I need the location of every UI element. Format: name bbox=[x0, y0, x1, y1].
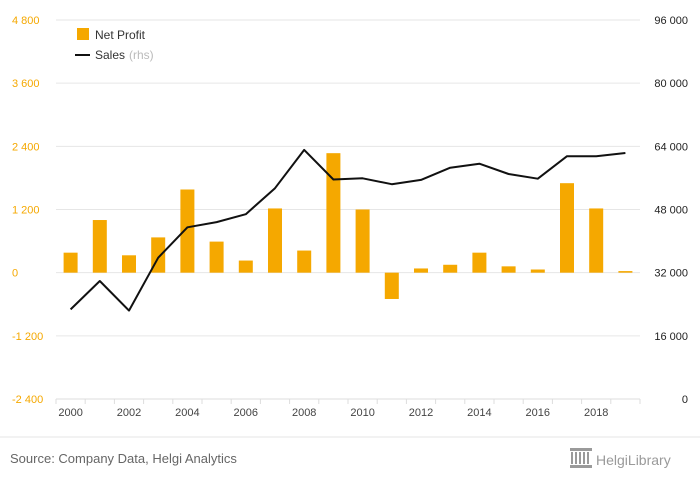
net-profit-bar bbox=[618, 271, 633, 273]
net-profit-bar bbox=[238, 260, 253, 273]
net-profit-bar bbox=[355, 209, 370, 273]
x-tick-label: 2004 bbox=[175, 407, 199, 419]
net-profit-bar bbox=[589, 208, 604, 273]
y-axis-left: -2 400 -1 200 0 1 200 2 400 3 600 4 800 bbox=[12, 15, 43, 406]
x-tick-label: 2012 bbox=[409, 407, 433, 419]
net-profit-bar bbox=[472, 252, 487, 273]
y-left-tick-label: 1 200 bbox=[12, 205, 40, 217]
y-axis-right: 0 16 000 32 000 48 000 64 000 80 000 96 000 bbox=[654, 15, 688, 406]
y-right-tick-label: 0 bbox=[682, 394, 688, 406]
brand-logo: HelgiLibrary bbox=[570, 448, 671, 468]
x-tick-label: 2014 bbox=[467, 407, 491, 419]
x-tick-label: 2000 bbox=[58, 407, 82, 419]
legend-net-profit-swatch bbox=[77, 28, 89, 40]
net-profit-bar bbox=[209, 241, 224, 273]
y-left-tick-label: -1 200 bbox=[12, 331, 43, 343]
y-left-tick-label: 4 800 bbox=[12, 15, 40, 27]
net-profit-bar bbox=[180, 189, 195, 273]
x-tick-label: 2010 bbox=[350, 407, 374, 419]
legend-sales-note: (rhs) bbox=[129, 48, 154, 62]
y-left-tick-label: 3 600 bbox=[12, 78, 40, 90]
net-profit-bar bbox=[63, 252, 78, 273]
y-right-tick-label: 32 000 bbox=[654, 268, 688, 280]
grid-lines bbox=[56, 19, 640, 400]
net-profit-bar bbox=[530, 269, 545, 273]
y-right-tick-label: 80 000 bbox=[654, 78, 688, 90]
y-right-tick-label: 48 000 bbox=[654, 205, 688, 217]
net-profit-bar bbox=[92, 220, 107, 273]
net-profit-bar bbox=[268, 208, 282, 273]
net-profit-bar bbox=[414, 268, 428, 273]
legend-sales-label: Sales bbox=[95, 48, 125, 62]
y-right-tick-label: 16 000 bbox=[654, 331, 688, 343]
net-profit-bar bbox=[384, 272, 399, 299]
y-right-tick-label: 64 000 bbox=[654, 141, 688, 153]
x-tick-label: 2018 bbox=[584, 407, 608, 419]
net-profit-bar bbox=[443, 264, 458, 273]
y-right-tick-label: 96 000 bbox=[654, 15, 688, 27]
x-tick-label: 2016 bbox=[526, 407, 550, 419]
source-text: Source: Company Data, Helgi Analytics bbox=[10, 451, 237, 466]
legend: Net Profit Sales (rhs) bbox=[75, 28, 154, 62]
net-profit-bar bbox=[501, 266, 516, 273]
net-profit-bar bbox=[297, 250, 312, 273]
brand-name: HelgiLibrary bbox=[596, 452, 671, 468]
x-tick-label: 2008 bbox=[292, 407, 316, 419]
y-left-tick-label: 2 400 bbox=[12, 141, 40, 153]
x-tick-label: 2006 bbox=[234, 407, 258, 419]
sales-line-group bbox=[69, 148, 626, 312]
net-profit-bar bbox=[560, 183, 574, 273]
legend-net-profit-label: Net Profit bbox=[95, 28, 146, 42]
x-axis: 2000 2002 2004 2006 2008 2010 2012 2014 2016 2018 bbox=[55, 398, 641, 419]
y-left-tick-label: 0 bbox=[12, 268, 18, 280]
sales-line bbox=[69, 148, 626, 312]
net-profit-bar bbox=[122, 255, 136, 273]
net-profit-bars bbox=[63, 153, 633, 299]
net-profit-bar bbox=[326, 153, 341, 273]
y-left-tick-label: -2 400 bbox=[12, 394, 43, 406]
library-building-icon bbox=[570, 448, 592, 468]
x-tick-label: 2002 bbox=[117, 407, 141, 419]
